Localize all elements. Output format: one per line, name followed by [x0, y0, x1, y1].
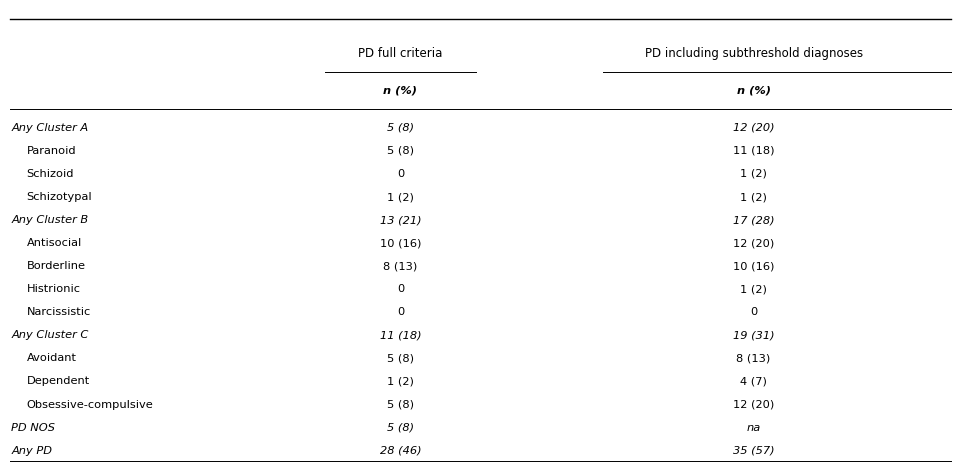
Text: Any PD: Any PD: [12, 446, 53, 456]
Text: 1 (2): 1 (2): [387, 376, 414, 386]
Text: 13 (21): 13 (21): [380, 215, 421, 225]
Text: 19 (31): 19 (31): [733, 330, 775, 340]
Text: 0: 0: [397, 169, 404, 179]
Text: 5 (8): 5 (8): [387, 423, 414, 433]
Text: Schizoid: Schizoid: [27, 169, 74, 179]
Text: 10 (16): 10 (16): [733, 261, 775, 271]
Text: Histrionic: Histrionic: [27, 284, 81, 294]
Text: na: na: [747, 423, 761, 433]
Text: Paranoid: Paranoid: [27, 146, 76, 156]
Text: 1 (2): 1 (2): [740, 169, 767, 179]
Text: n (%): n (%): [737, 86, 771, 96]
Text: 11 (18): 11 (18): [380, 330, 421, 340]
Text: 10 (16): 10 (16): [380, 238, 421, 248]
Text: Any Cluster B: Any Cluster B: [12, 215, 88, 225]
Text: 12 (20): 12 (20): [733, 238, 775, 248]
Text: 17 (28): 17 (28): [733, 215, 775, 225]
Text: 1 (2): 1 (2): [740, 192, 767, 202]
Text: 0: 0: [750, 307, 757, 317]
Text: 0: 0: [397, 307, 404, 317]
Text: n (%): n (%): [383, 86, 417, 96]
Text: 5 (8): 5 (8): [387, 400, 414, 410]
Text: 8 (13): 8 (13): [736, 354, 771, 364]
Text: Antisocial: Antisocial: [27, 238, 82, 248]
Text: 5 (8): 5 (8): [387, 146, 414, 156]
Text: 12 (20): 12 (20): [733, 400, 775, 410]
Text: 28 (46): 28 (46): [380, 446, 421, 456]
Text: PD including subthreshold diagnoses: PD including subthreshold diagnoses: [645, 47, 863, 60]
Text: Borderline: Borderline: [27, 261, 86, 271]
Text: 35 (57): 35 (57): [733, 446, 775, 456]
Text: PD full criteria: PD full criteria: [358, 47, 443, 60]
Text: 11 (18): 11 (18): [733, 146, 775, 156]
Text: PD NOS: PD NOS: [12, 423, 56, 433]
Text: 5 (8): 5 (8): [387, 354, 414, 364]
Text: 12 (20): 12 (20): [733, 123, 775, 133]
Text: Any Cluster A: Any Cluster A: [12, 123, 88, 133]
Text: 4 (7): 4 (7): [740, 376, 767, 386]
Text: Dependent: Dependent: [27, 376, 89, 386]
Text: Any Cluster C: Any Cluster C: [12, 330, 88, 340]
Text: 8 (13): 8 (13): [383, 261, 418, 271]
Text: 1 (2): 1 (2): [387, 192, 414, 202]
Text: 5 (8): 5 (8): [387, 123, 414, 133]
Text: Obsessive-compulsive: Obsessive-compulsive: [27, 400, 154, 410]
Text: Narcissistic: Narcissistic: [27, 307, 90, 317]
Text: 1 (2): 1 (2): [740, 284, 767, 294]
Text: Avoidant: Avoidant: [27, 354, 77, 364]
Text: 0: 0: [397, 284, 404, 294]
Text: Schizotypal: Schizotypal: [27, 192, 92, 202]
